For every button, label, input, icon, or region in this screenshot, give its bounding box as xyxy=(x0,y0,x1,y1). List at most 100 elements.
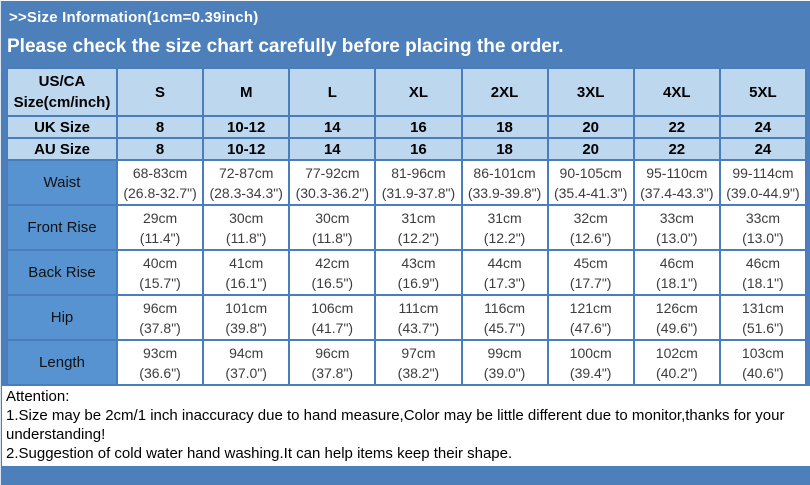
row-label: Front Rise xyxy=(6,204,118,251)
cm-value: 93cm xyxy=(142,344,178,361)
notice-banner: Please check the size chart carefully be… xyxy=(7,36,564,57)
table-row-front-rise: Front Rise 29cm (11.4") 30cm (11.8") 30c… xyxy=(6,204,808,251)
table-cell: 14 xyxy=(288,137,377,161)
size-column-header-4xl: 4XL xyxy=(632,67,721,117)
size-column-header-2xl: 2XL xyxy=(460,67,549,117)
table-cell: 95-110cm (37.4-43.3") xyxy=(632,159,721,206)
table-row-waist: Waist 68-83cm (26.8-32.7") 72-87cm (28.3… xyxy=(6,159,808,206)
table-cell: 45cm (17.7") xyxy=(546,249,635,296)
size-column-header-s: S xyxy=(115,67,205,117)
inch-value: (15.7") xyxy=(139,274,181,291)
table-cell: 93cm (36.6") xyxy=(115,339,205,386)
attention-section: Attention: 1.Size may be 2cm/1 inch inac… xyxy=(1,386,810,467)
table-cell: 46cm (18.1") xyxy=(632,249,721,296)
inch-value: (31.9-37.8") xyxy=(381,184,456,201)
cm-value: 77-92cm xyxy=(305,164,360,181)
inch-value: (16.5") xyxy=(311,274,354,291)
cm-value: 68-83cm xyxy=(132,164,188,181)
table-cell: 16 xyxy=(374,137,463,161)
cm-value: 96cm xyxy=(142,299,178,316)
attention-title: Attention: xyxy=(6,388,70,405)
cm-value: 95-110cm xyxy=(646,164,708,181)
row-label: UK Size xyxy=(6,115,118,139)
cm-value: 103cm xyxy=(741,344,784,361)
inch-value: (45.7") xyxy=(483,319,526,336)
inch-value: (18.1") xyxy=(742,274,784,291)
table-cell: 94cm (37.0") xyxy=(202,339,291,386)
inch-value: (39.0") xyxy=(483,364,526,381)
table-cell: 111cm (43.7") xyxy=(374,294,463,341)
corner-line-1: US/CA xyxy=(38,73,86,90)
corner-line-2: Size(cm/inch) xyxy=(13,94,111,111)
table-cell: 31cm (12.2") xyxy=(374,204,463,251)
inch-value: (35.4-41.3") xyxy=(553,184,628,201)
inch-value: (43.7") xyxy=(397,319,440,336)
table-cell: 116cm (45.7") xyxy=(460,294,549,341)
table-cell: 8 xyxy=(115,115,205,139)
table-cell: 99-114cm (39.0-44.9") xyxy=(718,159,808,206)
table-cell: 102cm (40.2") xyxy=(632,339,721,386)
table-cell: 40cm (15.7") xyxy=(115,249,205,296)
inch-value: (16.1") xyxy=(225,274,267,291)
cm-value: 33cm xyxy=(745,209,781,226)
cm-value: 32cm xyxy=(573,209,608,226)
cm-value: 31cm xyxy=(401,209,436,226)
table-cell: 100cm (39.4") xyxy=(546,339,635,386)
inch-value: (13.0") xyxy=(742,229,784,246)
table-cell: 72-87cm (28.3-34.3") xyxy=(202,159,291,206)
cm-value: 30cm xyxy=(229,209,264,226)
inch-value: (33.9-39.8") xyxy=(467,184,542,201)
table-cell: 106cm (41.7") xyxy=(288,294,377,341)
cm-value: 90-105cm xyxy=(559,164,622,181)
table-cell: 8 xyxy=(115,137,205,161)
inch-value: (39.8") xyxy=(225,319,267,336)
table-cell: 90-105cm (35.4-41.3") xyxy=(546,159,635,206)
table-cell: 43cm (16.9") xyxy=(374,249,463,296)
inch-value: (26.8-32.7") xyxy=(123,184,197,201)
table-cell: 81-96cm (31.9-37.8") xyxy=(374,159,463,206)
cm-value: 126cm xyxy=(655,299,698,316)
table-cell: 14 xyxy=(288,115,377,139)
cm-value: 97cm xyxy=(401,344,436,361)
cm-value: 33cm xyxy=(659,209,694,226)
inch-value: (37.8") xyxy=(139,319,181,336)
table-cell: 24 xyxy=(718,137,808,161)
table-cell: 103cm (40.6") xyxy=(718,339,808,386)
table-header-row: US/CA Size(cm/inch) S M L XL 2XL 3XL 4XL… xyxy=(6,67,808,117)
cm-value: 99-114cm xyxy=(732,164,794,181)
table-row-hip: Hip 96cm (37.8") 101cm (39.8") 106cm (41… xyxy=(6,294,808,341)
table-cell: 16 xyxy=(374,115,463,139)
row-label: Waist xyxy=(6,159,118,206)
table-cell: 97cm (38.2") xyxy=(374,339,463,386)
size-column-header-l: L xyxy=(288,67,377,117)
cm-value: 41cm xyxy=(229,254,264,271)
inch-value: (30.3-36.2") xyxy=(295,184,370,201)
table-cell: 20 xyxy=(546,137,635,161)
cm-value: 40cm xyxy=(142,254,178,271)
cm-value: 99cm xyxy=(487,344,522,361)
cm-value: 30cm xyxy=(315,209,350,226)
cm-value: 42cm xyxy=(315,254,350,271)
inch-value: (11.4") xyxy=(139,229,181,246)
table-row-back-rise: Back Rise 40cm (15.7") 41cm (16.1") 42cm… xyxy=(6,249,808,296)
table-cell: 33cm (13.0") xyxy=(718,204,808,251)
inch-value: (49.6") xyxy=(656,319,698,336)
inch-value: (18.1") xyxy=(656,274,698,291)
cm-value: 116cm xyxy=(484,299,526,316)
table-cell: 24 xyxy=(718,115,808,139)
size-chart-table: US/CA Size(cm/inch) S M L XL 2XL 3XL 4XL… xyxy=(6,67,808,386)
table-cell: 31cm (12.2") xyxy=(460,204,549,251)
cm-value: 111cm xyxy=(398,299,439,316)
table-cell: 96cm (37.8") xyxy=(115,294,205,341)
table-cell: 33cm (13.0") xyxy=(632,204,721,251)
cm-value: 29cm xyxy=(142,209,178,226)
cm-value: 46cm xyxy=(745,254,781,271)
inch-value: (37.4-43.3") xyxy=(640,184,714,201)
inch-value: (28.3-34.3") xyxy=(209,184,283,201)
cm-value: 96cm xyxy=(315,344,350,361)
table-cell: 77-92cm (30.3-36.2") xyxy=(288,159,377,206)
table-cell: 30cm (11.8") xyxy=(202,204,291,251)
table-cell: 42cm (16.5") xyxy=(288,249,377,296)
inch-value: (36.6") xyxy=(139,364,181,381)
